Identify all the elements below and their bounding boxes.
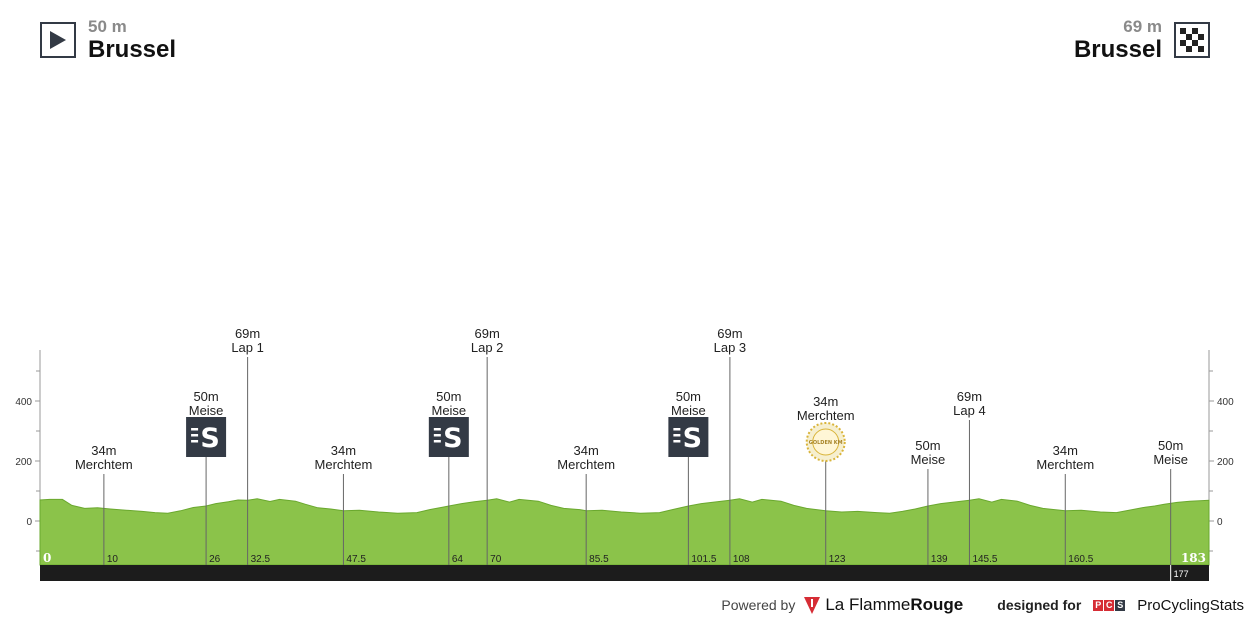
finish-name: Brussel: [1073, 36, 1162, 63]
right-y-tick-label: 200: [1217, 457, 1234, 468]
sprint-badge-background: [186, 417, 227, 457]
elevation-profile-area: [39, 498, 1210, 566]
golden-km-text: GOLDEN KM: [809, 440, 843, 446]
poi-name-label: Merchtem: [1036, 457, 1094, 472]
sprint-badge-speed-line: [191, 440, 199, 443]
poi-altitude-label: 34m: [331, 443, 356, 458]
start-name: Brussel: [88, 36, 177, 63]
km-marker-label: 160.5: [1068, 554, 1093, 565]
poi-name-label: Merchtem: [797, 408, 855, 423]
poi-name-label: Meise: [1153, 452, 1188, 467]
lfr-name-bold: Rouge: [910, 595, 964, 614]
km-marker-label: 139: [931, 554, 948, 565]
x-end-label: 183: [1181, 551, 1206, 565]
sprint-badge-background: [428, 417, 469, 457]
sprint-badge-background: [668, 417, 709, 457]
poi-altitude-label: 34m: [813, 394, 838, 409]
left-y-tick-label: 0: [26, 517, 32, 528]
km-marker-label: 145.5: [972, 554, 997, 565]
distance-baseline-bar: [40, 565, 1209, 581]
km-marker-label: 32.5: [251, 554, 271, 565]
designed-for-text: designed for: [997, 597, 1082, 613]
sprint-badge-letter: S: [443, 423, 462, 454]
poi-name-label: Meise: [189, 403, 224, 418]
poi-altitude-label: 34m: [91, 443, 116, 458]
pcs-letter-c: C: [1104, 599, 1115, 611]
powered-by-text: Powered by: [721, 597, 796, 613]
left-y-tick-label: 200: [15, 457, 32, 468]
km-marker-label: 108: [733, 554, 750, 565]
finish-info: 69 m Brussel: [1074, 18, 1210, 62]
finish-icon-box: [1174, 22, 1210, 58]
pcs-logo-icon: P C S: [1093, 599, 1126, 611]
poi-altitude-label: 69m: [717, 326, 742, 341]
poi-name-label: Merchtem: [557, 457, 615, 472]
poi-altitude-label: 34m: [1053, 443, 1078, 458]
sprint-badge-icon: S: [428, 417, 469, 457]
poi-altitude-label: 69m: [957, 389, 982, 404]
golden-km-inner-ring: [812, 428, 840, 456]
pcs-letter-p: P: [1093, 599, 1104, 611]
poi-name-label: Meise: [911, 452, 946, 467]
sprint-badge-speed-line: [191, 434, 199, 437]
sprint-badge-speed-line: [673, 440, 681, 443]
procyclingstats-name[interactable]: ProCyclingStats: [1137, 596, 1244, 614]
poi-altitude-label: 69m: [235, 326, 260, 341]
pcs-letter-s: S: [1115, 599, 1126, 611]
km-marker-label: 123: [829, 554, 846, 565]
sprint-badge-letter: S: [200, 423, 219, 454]
la-flamme-rouge-logo[interactable]: La Flamme Rouge: [803, 595, 963, 615]
sprint-badge-icon: S: [186, 417, 227, 457]
poi-name-label: Lap 2: [471, 340, 504, 355]
checkered-flag-icon: [1180, 28, 1204, 52]
km-marker-label: 101.5: [691, 554, 716, 565]
poi-name-label: Merchtem: [75, 457, 133, 472]
finish-altitude: 69 m: [1123, 17, 1162, 36]
poi-altitude-label: 50m: [676, 389, 701, 404]
start-info: 50 m Brussel: [40, 18, 176, 62]
poi-name-label: Lap 1: [231, 340, 264, 355]
lfr-name-regular: La Flamme: [825, 595, 911, 614]
sprint-badge-speed-line: [433, 428, 441, 431]
poi-altitude-label: 34m: [574, 443, 599, 458]
poi-name-label: Lap 3: [714, 340, 747, 355]
footer: Powered by La Flamme Rouge designed for P…: [721, 595, 1244, 615]
km-marker-label: 85.5: [589, 554, 609, 565]
sprint-badge-speed-line: [433, 434, 441, 437]
right-y-tick-label: 400: [1217, 397, 1234, 408]
poi-name-label: Meise: [431, 403, 466, 418]
poi-name-label: Lap 4: [953, 403, 986, 418]
sprint-badge-icon: S: [668, 417, 709, 457]
poi-altitude-label: 69m: [475, 326, 500, 341]
left-y-tick-label: 400: [15, 397, 32, 408]
la-flamme-rouge-icon: [804, 597, 821, 614]
sprint-badge-letter: S: [683, 423, 702, 454]
play-icon: [50, 31, 66, 49]
x-start-label: 0: [43, 551, 51, 565]
right-y-tick-label: 0: [1217, 517, 1223, 528]
poi-altitude-label: 50m: [436, 389, 461, 404]
finish-line-km-label: 177: [1174, 569, 1189, 579]
sprint-badge-speed-line: [673, 434, 681, 437]
sprint-badge-speed-line: [191, 428, 199, 431]
start-altitude: 50 m: [88, 17, 127, 36]
golden-km-icon: GOLDEN KM: [805, 422, 846, 462]
poi-name-label: Merchtem: [315, 457, 373, 472]
km-marker-label: 70: [490, 554, 502, 565]
poi-altitude-label: 50m: [1158, 438, 1183, 453]
start-icon-box: [40, 22, 76, 58]
km-marker-label: 64: [452, 554, 464, 565]
poi-name-label: Meise: [671, 403, 706, 418]
km-marker-label: 10: [107, 554, 119, 565]
km-marker-label: 47.5: [346, 554, 366, 565]
sprint-badge-speed-line: [433, 440, 441, 443]
km-marker-label: 26: [209, 554, 221, 565]
poi-altitude-label: 50m: [193, 389, 218, 404]
sprint-badge-speed-line: [673, 428, 681, 431]
poi-altitude-label: 50m: [915, 438, 940, 453]
